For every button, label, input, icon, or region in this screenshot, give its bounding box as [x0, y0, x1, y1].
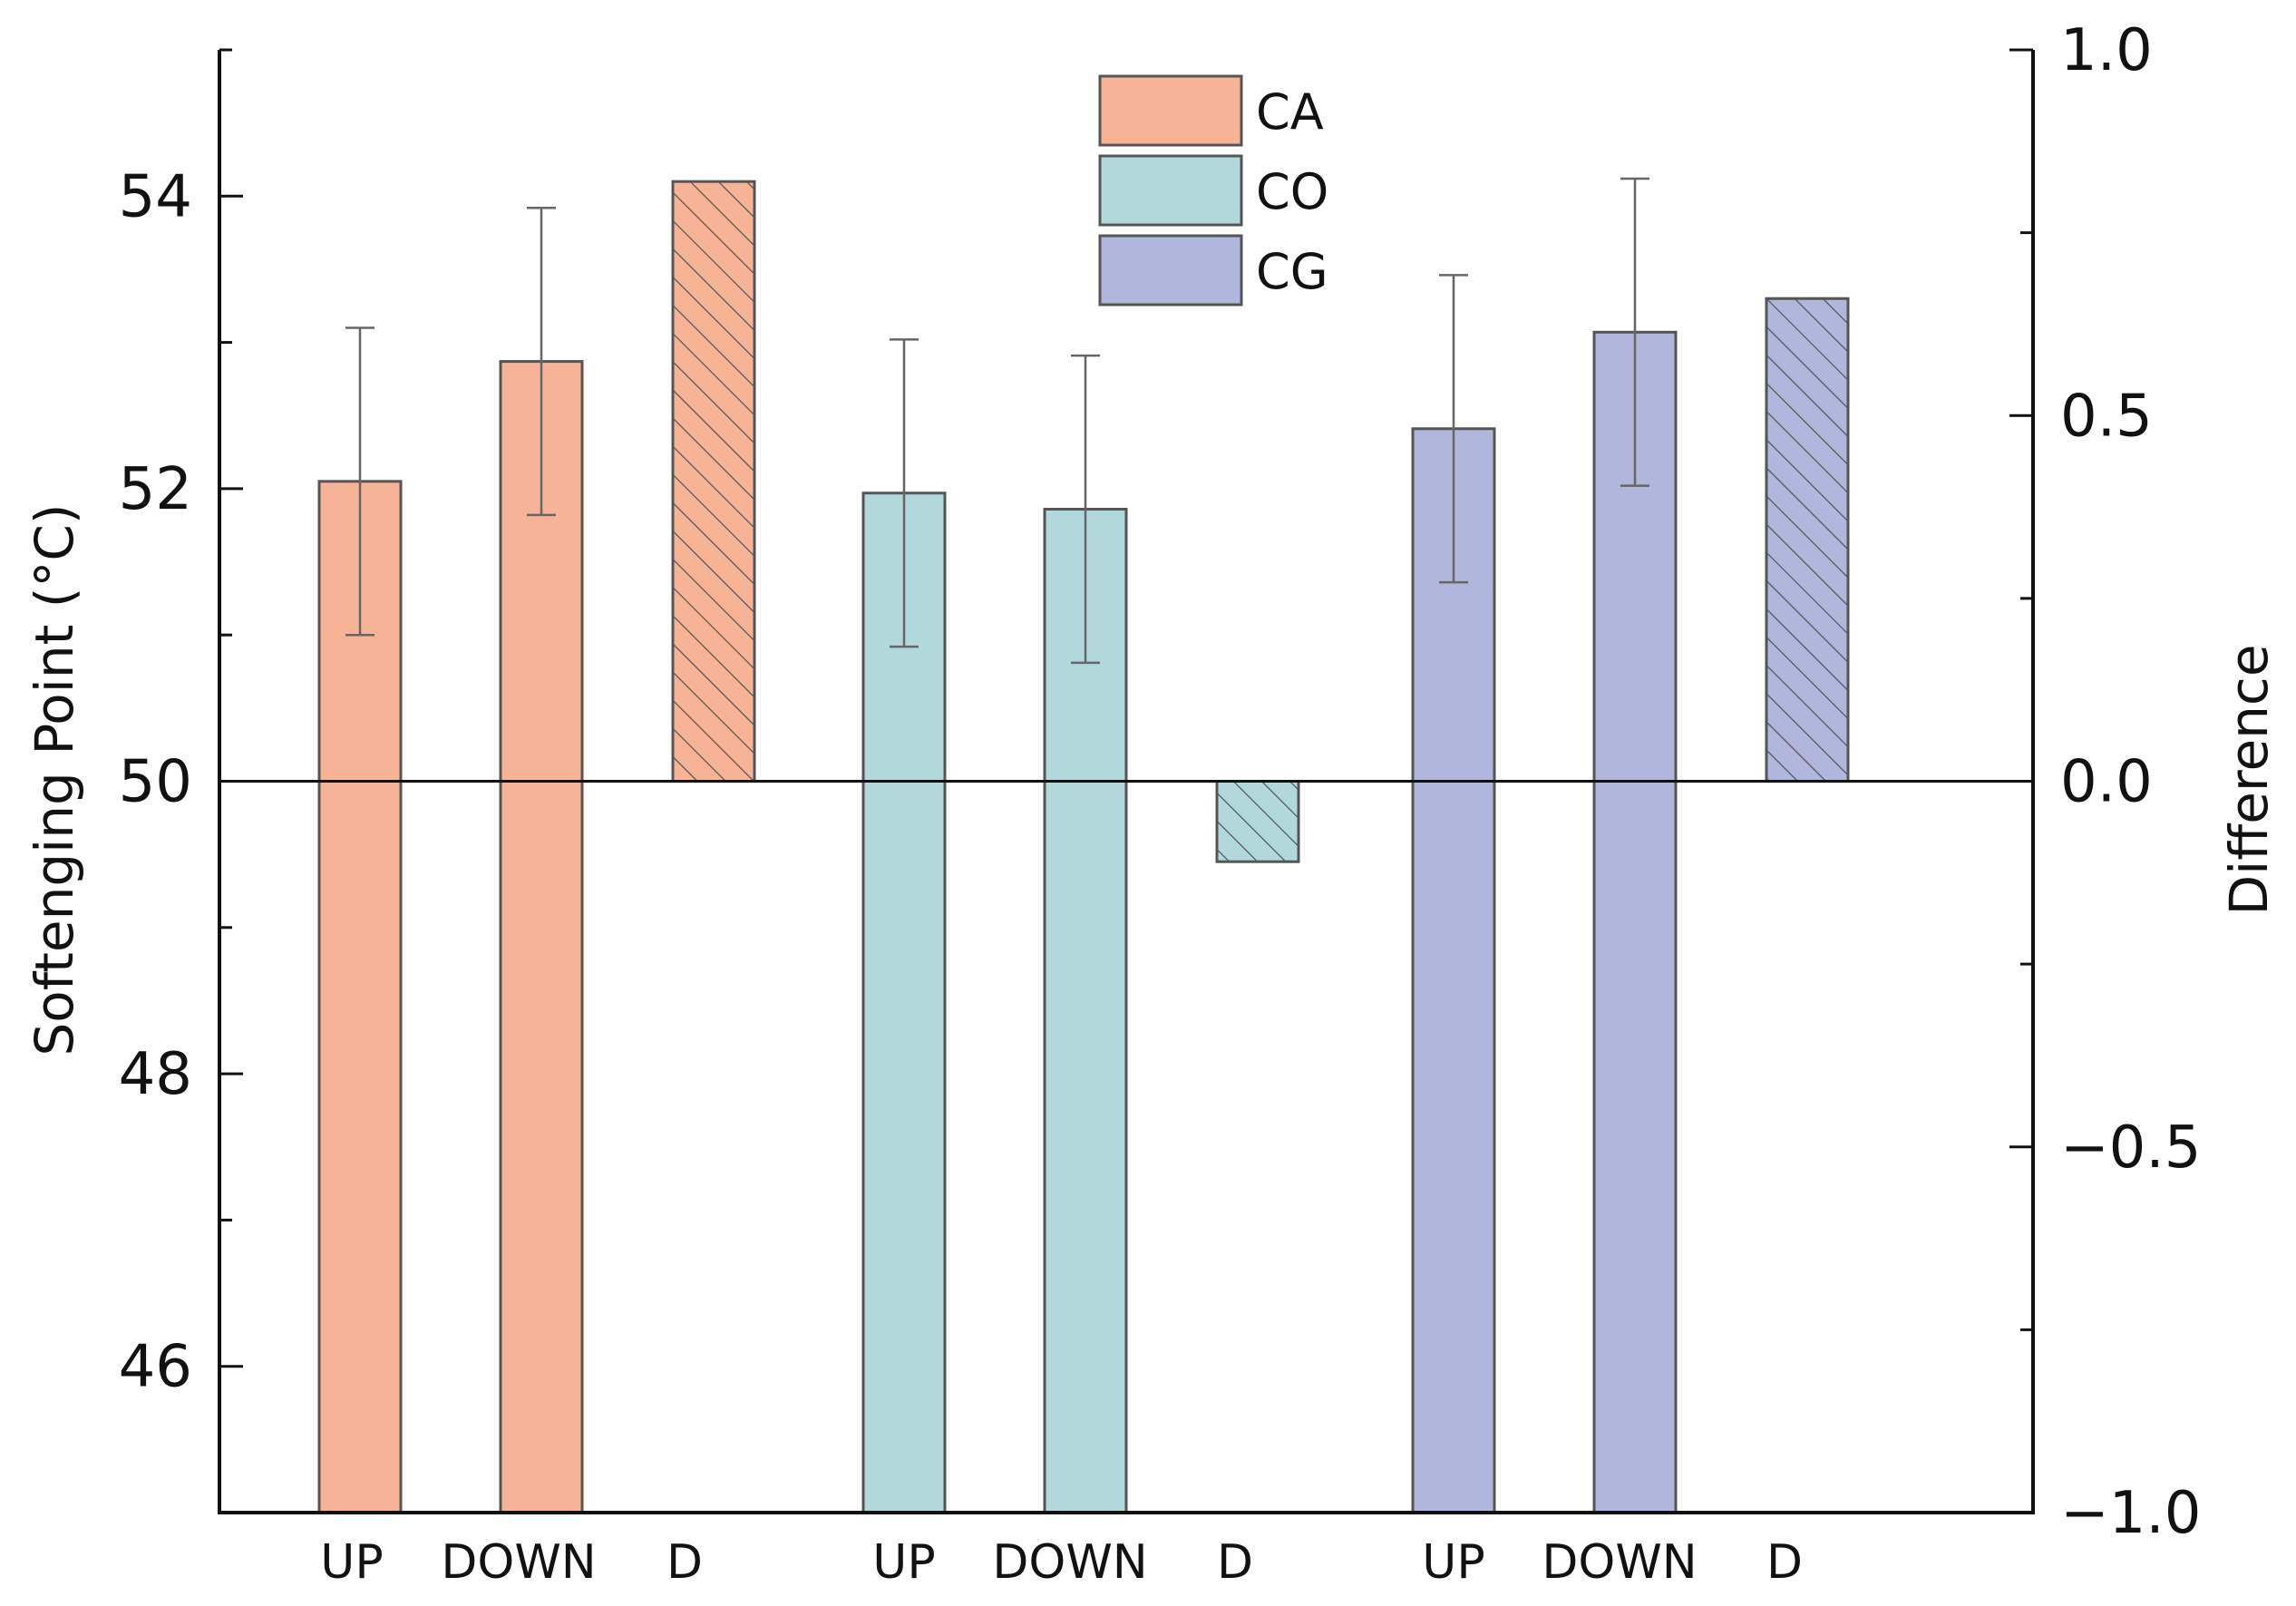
- bars-layer: [317, 180, 1850, 1514]
- x-category-label: DOWN: [992, 1535, 1147, 1590]
- y-tick-label: 54: [119, 163, 192, 230]
- y2-tick-label: 0.0: [2060, 749, 2153, 816]
- bar-co-up: [861, 492, 947, 1514]
- legend-label-co: CO: [1256, 163, 1328, 220]
- legend-swatch-ca: [1098, 74, 1243, 147]
- y-tick-label: 48: [119, 1041, 192, 1108]
- legend-swatch-co: [1098, 154, 1243, 227]
- x-category-label: D: [666, 1535, 703, 1590]
- x-category-label: DOWN: [1542, 1535, 1697, 1590]
- x-category-label: UP: [872, 1535, 935, 1590]
- legend: CA CO CG: [1098, 74, 1328, 307]
- bar-ca-up: [317, 480, 403, 1514]
- x-category-label: UP: [320, 1535, 383, 1590]
- labels-layer: 46 48 50 52 54 1.0 0.5 0.0 −0.5 −1.0 UP DOWN D UP DOWN…: [119, 17, 2202, 1590]
- ticks-layer: [219, 48, 2033, 1514]
- y-axis-title: Softenging Point (°C): [24, 503, 85, 1056]
- x-category-label: UP: [1422, 1535, 1484, 1590]
- bar-ca-down: [499, 360, 584, 1514]
- bar-cg-up: [1411, 427, 1496, 1514]
- y-tick-label: 52: [119, 456, 192, 523]
- legend-label-cg: CG: [1256, 243, 1328, 300]
- y2-tick-label: 1.0: [2060, 17, 2153, 84]
- y2-tick-label: −0.5: [2060, 1114, 2201, 1182]
- bar-cg-difference: [1765, 297, 1850, 783]
- x-category-label: D: [1217, 1535, 1253, 1590]
- x-category-label: DOWN: [441, 1535, 596, 1590]
- bar-ca-difference: [671, 180, 756, 784]
- y-tick-label: 50: [119, 749, 192, 816]
- y2-tick-label: 0.5: [2060, 383, 2153, 450]
- x-category-label: D: [1766, 1535, 1803, 1590]
- errorbars-layer: [345, 177, 1649, 665]
- y2-axis-title: Difference: [2218, 644, 2280, 915]
- bar-cg-down: [1592, 330, 1678, 1514]
- y-tick-label: 46: [119, 1334, 192, 1401]
- bar-co-difference: [1215, 780, 1300, 863]
- legend-swatch-cg: [1098, 234, 1243, 307]
- legend-label-ca: CA: [1256, 83, 1324, 141]
- y2-tick-label: −1.0: [2060, 1480, 2201, 1547]
